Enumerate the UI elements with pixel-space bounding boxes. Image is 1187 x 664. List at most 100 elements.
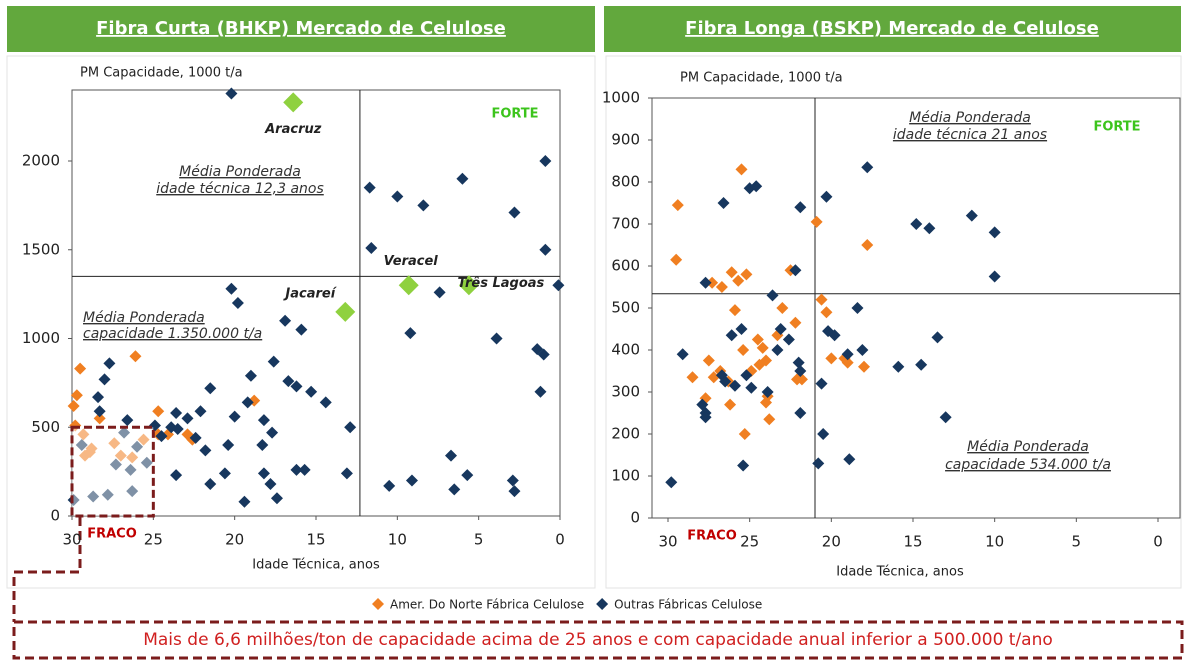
annotation: Média Ponderada: [83, 310, 205, 326]
point: [124, 463, 137, 476]
point: [820, 306, 833, 319]
point: [735, 323, 748, 335]
y-axis-label: PM Capacidade, 1000 t/a: [80, 66, 243, 81]
point: [988, 270, 1001, 283]
highlight-point: [283, 92, 304, 113]
point: [817, 428, 830, 440]
banner: [7, 6, 595, 52]
point: [365, 241, 378, 254]
point: [241, 396, 254, 409]
point: [537, 348, 550, 361]
annotation: FORTE: [1093, 120, 1140, 135]
point: [841, 356, 854, 369]
point: [257, 414, 270, 427]
point: [745, 381, 758, 394]
point: [728, 379, 741, 392]
point: [825, 352, 838, 365]
point: [856, 344, 869, 356]
point: [794, 365, 807, 377]
point: [923, 222, 936, 235]
point: [795, 373, 808, 386]
point: [715, 281, 728, 293]
point: [820, 190, 833, 203]
point: [194, 405, 207, 418]
point: [266, 426, 279, 439]
point: [815, 377, 828, 390]
point: [114, 449, 127, 462]
point: [725, 266, 738, 279]
point: [771, 344, 784, 356]
y-axis-label: PM Capacidade, 1000 t/a: [680, 71, 843, 86]
point: [67, 399, 80, 412]
y-tick-label: 700: [611, 215, 640, 233]
point: [225, 87, 238, 100]
point: [737, 344, 750, 356]
point: [290, 380, 303, 393]
point: [270, 492, 283, 505]
point: [670, 253, 683, 266]
point: [861, 161, 874, 174]
annotation: Média Ponderada: [967, 439, 1089, 455]
point: [222, 439, 235, 451]
point: [686, 371, 699, 384]
point: [93, 405, 106, 418]
point: [383, 479, 396, 492]
x-tick-label: 25: [740, 533, 759, 551]
point: [181, 412, 194, 425]
x-tick-label: 0: [555, 531, 565, 549]
point: [103, 357, 116, 370]
point: [939, 411, 952, 424]
point: [706, 276, 719, 289]
point: [108, 437, 121, 450]
panel: [6, 55, 596, 589]
point: [238, 495, 251, 508]
point: [131, 440, 144, 453]
point: [794, 407, 807, 419]
y-tick-label: 400: [611, 341, 640, 359]
point: [728, 304, 741, 317]
annotation: FRACO: [87, 527, 137, 542]
x-tick-label: 30: [62, 531, 81, 549]
point: [340, 467, 353, 480]
point: [725, 329, 738, 342]
point: [858, 360, 870, 373]
point: [282, 375, 295, 388]
y-tick-label: 200: [611, 425, 640, 443]
x-tick-label: 0: [1153, 533, 1163, 551]
y-tick-label: 0: [630, 509, 640, 527]
point: [782, 333, 795, 346]
point: [101, 488, 114, 501]
y-tick-label: 1000: [22, 329, 60, 347]
point: [298, 463, 311, 476]
x-tick-label: 10: [388, 531, 407, 549]
point: [861, 239, 874, 251]
point: [671, 199, 684, 212]
point: [740, 369, 753, 382]
annotation: idade técnica 12,3 anos: [156, 181, 324, 197]
point: [137, 433, 150, 446]
point: [738, 428, 751, 440]
banner: [604, 6, 1181, 52]
point: [77, 428, 90, 441]
highlight-point: [398, 275, 419, 296]
point: [363, 181, 376, 194]
point: [760, 354, 772, 367]
point: [815, 293, 828, 306]
footer: Mais de 6,6 milhões/ton de capacidade ac…: [143, 630, 1053, 650]
point: [794, 201, 807, 214]
x-tick-label: 25: [144, 531, 163, 549]
point: [126, 451, 139, 464]
point: [391, 190, 404, 203]
point: [792, 356, 805, 369]
point: [490, 332, 503, 345]
y-tick-label: 1000: [602, 89, 640, 107]
x-axis-label: Idade Técnica, anos: [252, 558, 380, 573]
x-tick-label: 5: [474, 531, 484, 549]
legend-label: Outras Fábricas Celulose: [614, 598, 762, 612]
point: [257, 467, 270, 480]
y-tick-label: 2000: [22, 152, 60, 170]
point: [171, 423, 184, 436]
point: [279, 314, 292, 327]
point: [140, 456, 153, 469]
point: [751, 333, 764, 346]
